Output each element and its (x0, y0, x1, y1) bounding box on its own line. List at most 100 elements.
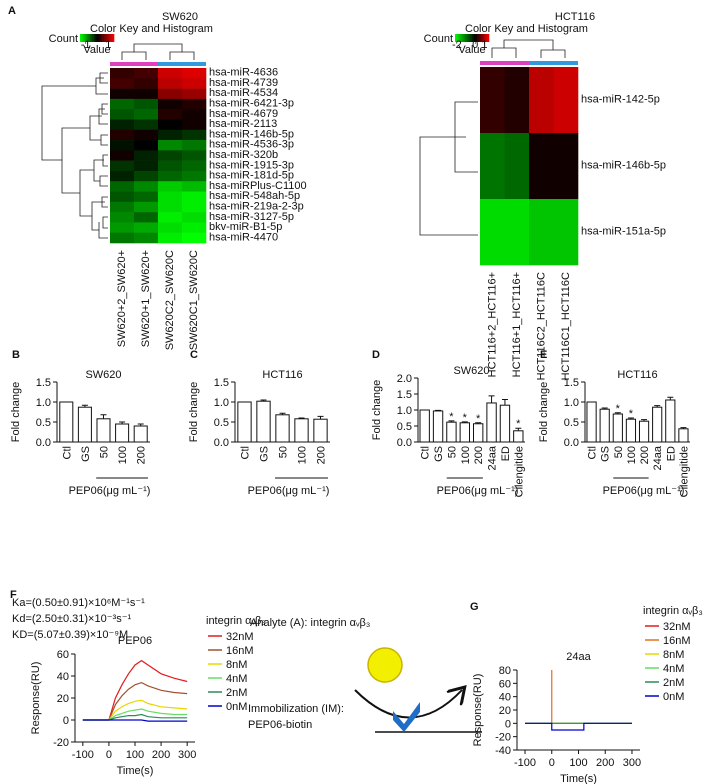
group-label: PEP06(μg mL⁻¹) (69, 485, 151, 497)
error-bar (435, 409, 442, 411)
group-bar (110, 62, 134, 66)
heatmap-cell (158, 212, 183, 223)
key-tick-label: 1 (105, 39, 111, 51)
data-line (525, 722, 632, 731)
row-label: hsa-miRPlus-C1100 (209, 180, 307, 192)
bar (77, 406, 92, 443)
key-swatch (477, 34, 480, 42)
bar (638, 420, 650, 443)
legend-label: 16nM (226, 645, 254, 657)
heatmap-cell (504, 133, 530, 200)
y-tick-label: 1.5 (564, 377, 579, 389)
group-bar (134, 62, 158, 66)
panel-letter: B (12, 349, 20, 361)
heatmap-cell (110, 222, 135, 234)
bar (294, 418, 309, 443)
heatmap-cell (134, 98, 159, 110)
key-ylabel: Count (49, 33, 78, 45)
key-swatch (80, 34, 82, 42)
column-label: HCT116+1_HCT116+ (511, 272, 523, 377)
analyte-icon (367, 647, 403, 683)
legend-label: 2nM (226, 687, 247, 699)
bar (419, 409, 430, 443)
row-label: bkv-miR-B1-5p (209, 221, 282, 233)
heatmap-cell (134, 181, 159, 192)
heatmap-cell (158, 150, 183, 161)
error-bar (614, 412, 621, 414)
binding-arrow (354, 690, 462, 719)
row-label: hsa-miR-181d-5p (209, 170, 294, 182)
row-label: hsa-miR-146b-5p (581, 160, 666, 172)
y-tick-label: 1.0 (564, 397, 579, 409)
row-label: hsa-miR-4470 (209, 231, 278, 243)
heatmap-cell (110, 170, 135, 182)
bar (586, 401, 597, 443)
y-tick-label: 1.0 (36, 397, 51, 409)
key-swatch (103, 34, 106, 42)
key-swatch (83, 34, 86, 42)
data-line (82, 719, 188, 722)
y-tick-label: 40 (499, 692, 511, 704)
x-tick-label: 100 (126, 749, 144, 761)
y-axis-label: Fold change (10, 382, 22, 443)
y-tick-label: 20 (499, 705, 511, 717)
group-bar (182, 62, 206, 66)
heatmap-cell (110, 160, 135, 172)
y-tick-label: -40 (495, 745, 511, 757)
heatmap-cell (182, 170, 207, 182)
x-tick-label: 100 (569, 757, 587, 769)
x-tick-label: -100 (514, 757, 536, 769)
heatmap-cell (182, 119, 207, 131)
row-label: hsa-miR-2113 (209, 118, 277, 130)
x-tick-label: 50 (446, 446, 458, 458)
heatmap-cell (110, 201, 135, 213)
x-tick-label: 24aa (652, 445, 664, 470)
y-tick-label: 0.5 (564, 417, 579, 429)
key-swatch (487, 34, 490, 42)
heatmap-cell (504, 199, 530, 266)
key-swatch (81, 34, 84, 42)
error-bar (81, 404, 88, 408)
y-tick-label: 1.0 (397, 405, 412, 417)
row-dendrogram (41, 72, 108, 239)
legend-title: integrin αᵥβ₃ (643, 605, 703, 617)
key-swatch (463, 34, 466, 42)
heatmap-cell (182, 201, 207, 213)
error-bar (119, 421, 126, 424)
y-tick-label: 0.5 (36, 417, 51, 429)
y-axis-label: Response(RU) (30, 662, 42, 735)
error-bar (654, 405, 661, 408)
y-tick-label: 20 (57, 693, 69, 705)
x-tick-label: Ctl (240, 446, 252, 459)
heatmap-cell (529, 199, 554, 266)
significance-mark: * (516, 418, 521, 430)
key-swatch (91, 34, 94, 42)
key-swatch (100, 34, 103, 42)
heatmap-cell (110, 232, 135, 244)
column-label: SW620C1_SW620C (188, 250, 200, 350)
heatmap-cell (182, 68, 207, 79)
error-bar (641, 419, 648, 422)
y-tick-label: 80 (499, 665, 511, 677)
bar (446, 421, 457, 443)
group-bar (480, 61, 505, 65)
key-swatch (478, 34, 481, 42)
bar (625, 418, 637, 443)
group-label: PEP06(μg mL⁻¹) (437, 485, 519, 497)
ligand-label: PEP06-biotin (248, 719, 312, 731)
heatmap-cell (134, 232, 159, 244)
x-tick-label: 200 (316, 446, 328, 464)
key-swatch (95, 34, 98, 42)
bar (275, 414, 290, 443)
kinetic-annotation: Kd=(2.50±0.31)×10⁻³s⁻¹ (12, 613, 131, 625)
heatmap-cell (182, 78, 207, 89)
legend-label: 8nM (663, 649, 684, 661)
row-dendrogram (419, 101, 478, 236)
group-bar (553, 61, 578, 65)
y-tick-label: 60 (499, 678, 511, 690)
x-tick-label: 100 (117, 446, 129, 464)
y-tick-label: 0.0 (397, 437, 412, 449)
x-axis-label: Time(s) (560, 773, 597, 784)
x-tick-label: 100 (460, 446, 472, 464)
heatmap-cell (158, 129, 183, 141)
